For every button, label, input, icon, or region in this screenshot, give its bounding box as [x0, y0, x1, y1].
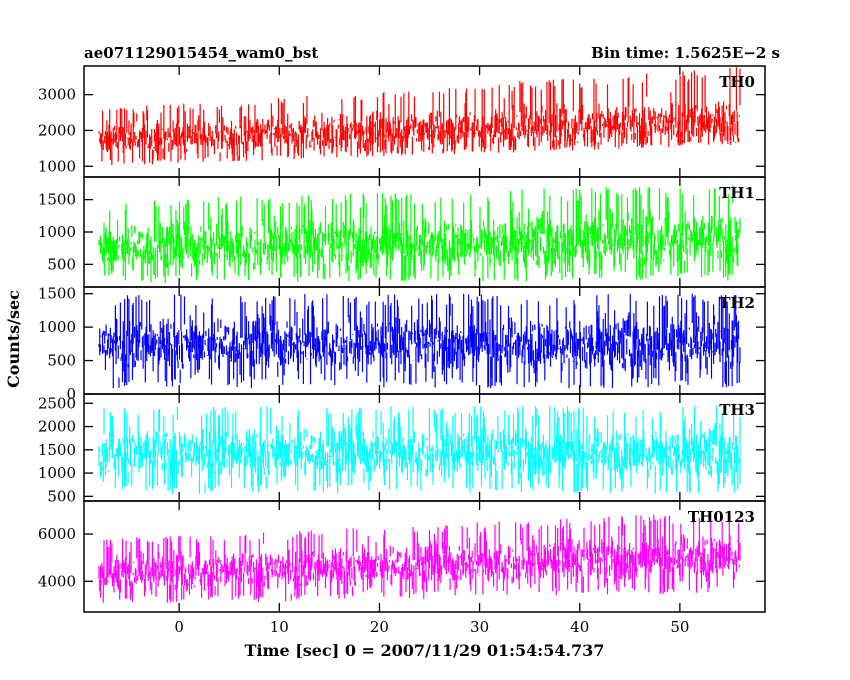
series-th0123	[98, 514, 741, 603]
y-tick-label: 1500	[38, 191, 76, 209]
y-axis-label: Counts/sec	[4, 290, 23, 388]
series-th2	[98, 293, 741, 389]
y-tick-label: 1000	[38, 223, 76, 241]
panel-th1: 500 1000 1500 TH1	[38, 176, 766, 288]
x-tick-label: 50	[670, 618, 689, 636]
x-tick-label: 30	[470, 618, 489, 636]
series-label: TH0	[719, 73, 755, 91]
series-label: TH0123	[688, 508, 755, 526]
y-tick-label: 1000	[38, 157, 76, 175]
x-tick-label: 20	[370, 618, 389, 636]
y-tick-label: 2000	[38, 418, 76, 436]
y-tick-label: 4000	[38, 572, 76, 590]
y-tick-label: 1500	[38, 285, 76, 303]
y-tick-label: 2000	[38, 121, 76, 139]
y-tick-label: 500	[47, 352, 76, 370]
series-th0	[98, 67, 741, 165]
y-tick-label: 500	[47, 255, 76, 273]
chart-title: ae071129015454_wam0_bst	[84, 44, 319, 62]
y-tick-label: 1000	[38, 318, 76, 336]
y-tick-label: 6000	[38, 525, 76, 543]
x-axis-label: Time [sec] 0 = 2007/11/29 01:54:54.737	[245, 641, 605, 660]
panel-th2: 0 500 1000 1500 TH2	[38, 285, 766, 403]
series-th3	[98, 405, 741, 494]
series-th1	[98, 185, 741, 284]
panel-frame	[83, 500, 766, 613]
panel-th3: 500 1000 1500 2000 2500 TH3	[38, 393, 766, 505]
x-tick-label: 40	[570, 618, 589, 636]
series-label: TH1	[719, 184, 755, 202]
x-tick-label: 10	[270, 618, 289, 636]
series-label: TH3	[719, 401, 755, 419]
panel-th0: 1000 2000 3000 TH0	[38, 65, 766, 178]
panel-th0123: 4000 6000 TH0123	[38, 500, 766, 613]
y-tick-label: 1000	[38, 464, 76, 482]
y-tick-label: 1500	[38, 441, 76, 459]
y-tick-label: 500	[47, 487, 76, 505]
y-tick-label: 0	[66, 385, 76, 403]
y-tick-label: 2500	[38, 394, 76, 412]
y-tick-label: 3000	[38, 86, 76, 104]
series-label: TH2	[719, 294, 755, 312]
bin-time-label: Bin time: 1.5625E−2 s	[591, 44, 780, 62]
x-tick-label: 0	[174, 618, 184, 636]
